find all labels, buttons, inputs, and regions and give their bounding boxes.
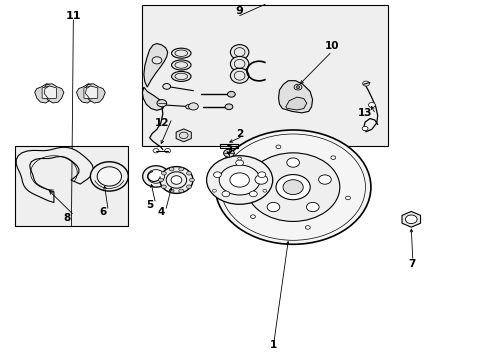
Polygon shape — [401, 211, 420, 227]
Circle shape — [237, 157, 241, 160]
Circle shape — [295, 86, 299, 89]
Circle shape — [286, 158, 299, 167]
Text: 11: 11 — [65, 11, 81, 21]
Circle shape — [206, 156, 272, 204]
Text: 7: 7 — [407, 259, 415, 269]
Polygon shape — [143, 44, 167, 87]
Circle shape — [263, 189, 266, 192]
Text: 13: 13 — [357, 108, 371, 118]
Text: 10: 10 — [324, 41, 339, 51]
Ellipse shape — [147, 170, 164, 183]
Circle shape — [189, 178, 194, 182]
Circle shape — [169, 189, 174, 193]
Ellipse shape — [142, 166, 169, 187]
Circle shape — [186, 185, 191, 189]
Polygon shape — [43, 84, 64, 103]
Ellipse shape — [230, 45, 248, 60]
Text: 4: 4 — [157, 207, 164, 217]
Bar — [15, 146, 127, 226]
Circle shape — [161, 171, 166, 175]
Ellipse shape — [171, 71, 191, 81]
Ellipse shape — [166, 172, 186, 188]
Ellipse shape — [230, 57, 248, 71]
Circle shape — [275, 145, 280, 149]
Polygon shape — [278, 81, 312, 113]
Polygon shape — [85, 86, 98, 99]
Polygon shape — [35, 84, 55, 103]
Ellipse shape — [160, 167, 193, 193]
Circle shape — [246, 153, 339, 221]
Circle shape — [188, 103, 198, 110]
Circle shape — [152, 57, 162, 64]
Polygon shape — [44, 86, 56, 99]
Circle shape — [185, 105, 191, 109]
Circle shape — [293, 84, 301, 90]
Circle shape — [306, 202, 319, 212]
Circle shape — [368, 103, 374, 108]
Circle shape — [227, 91, 235, 97]
Polygon shape — [16, 147, 93, 203]
Circle shape — [249, 191, 257, 197]
Circle shape — [223, 149, 234, 157]
Circle shape — [224, 104, 232, 110]
Text: 8: 8 — [63, 212, 70, 222]
Circle shape — [161, 185, 166, 189]
Polygon shape — [76, 84, 97, 103]
Ellipse shape — [171, 176, 182, 184]
Text: 3: 3 — [224, 145, 232, 155]
Ellipse shape — [90, 162, 128, 191]
Circle shape — [283, 180, 303, 194]
Circle shape — [257, 172, 265, 177]
Text: 6: 6 — [99, 207, 106, 217]
Circle shape — [212, 189, 216, 192]
Text: 5: 5 — [146, 200, 153, 210]
Circle shape — [235, 160, 243, 166]
Circle shape — [275, 175, 309, 200]
Circle shape — [250, 215, 255, 219]
Text: 2: 2 — [236, 129, 243, 139]
Ellipse shape — [171, 60, 191, 70]
Circle shape — [157, 100, 166, 107]
Polygon shape — [84, 86, 96, 99]
Circle shape — [254, 175, 267, 184]
Circle shape — [158, 178, 163, 182]
Ellipse shape — [171, 48, 191, 58]
Circle shape — [179, 189, 183, 193]
Circle shape — [169, 167, 174, 171]
Circle shape — [405, 215, 416, 224]
Polygon shape — [176, 129, 191, 142]
Polygon shape — [84, 84, 105, 103]
Circle shape — [345, 196, 350, 200]
Ellipse shape — [97, 167, 121, 186]
Circle shape — [179, 167, 183, 171]
Circle shape — [235, 175, 240, 178]
Circle shape — [215, 130, 370, 244]
Polygon shape — [42, 86, 54, 99]
Circle shape — [219, 165, 260, 195]
Circle shape — [222, 191, 229, 197]
Circle shape — [229, 173, 249, 187]
Circle shape — [186, 171, 191, 175]
Text: 12: 12 — [154, 118, 169, 128]
Circle shape — [213, 172, 221, 177]
Circle shape — [266, 202, 279, 212]
Circle shape — [330, 156, 335, 159]
Polygon shape — [285, 97, 306, 110]
Text: 1: 1 — [269, 340, 277, 350]
Bar — [142, 5, 387, 146]
Circle shape — [318, 175, 330, 184]
Circle shape — [163, 84, 170, 89]
Circle shape — [305, 226, 309, 229]
Circle shape — [362, 126, 367, 131]
Text: 9: 9 — [235, 6, 243, 17]
Polygon shape — [142, 87, 164, 111]
Ellipse shape — [230, 68, 248, 83]
